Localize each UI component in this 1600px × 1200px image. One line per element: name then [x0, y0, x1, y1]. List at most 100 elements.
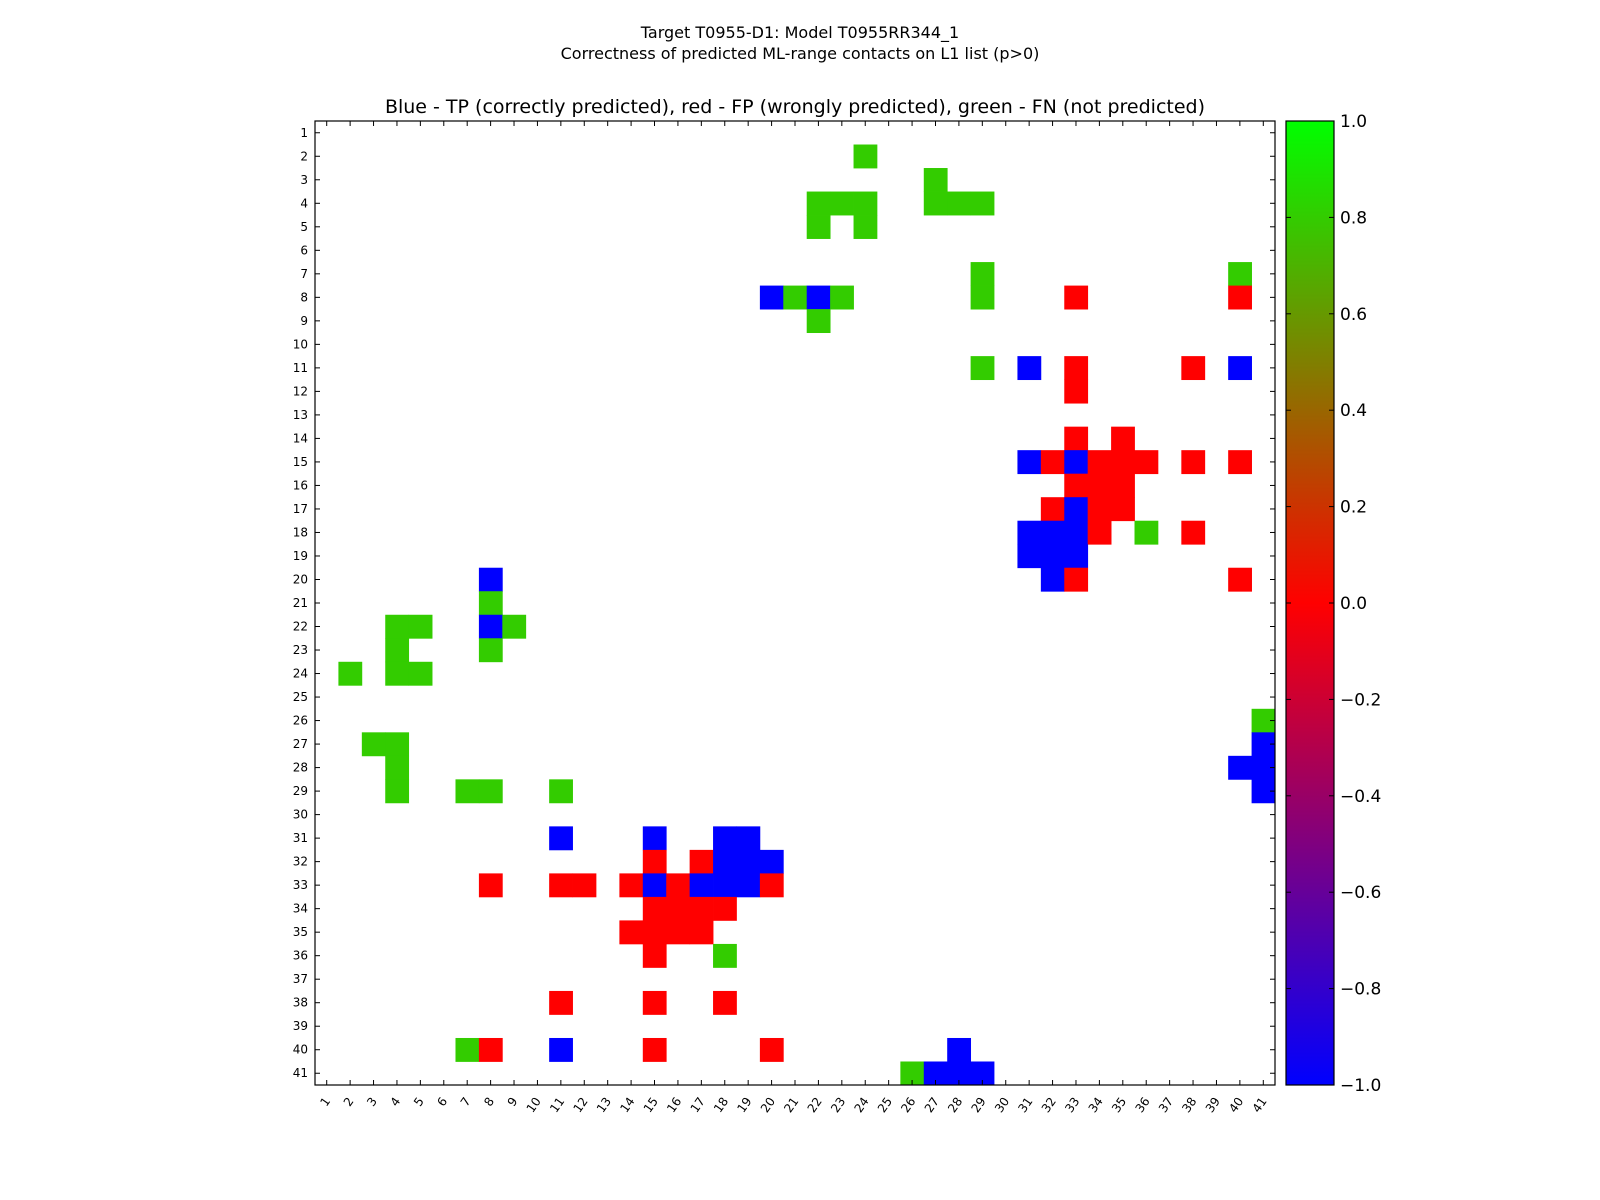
x-tick-label-9: 9: [505, 1095, 521, 1109]
heatmap-cell-r31-c11: [549, 826, 573, 851]
x-tick-label-11: 11: [547, 1095, 567, 1116]
heatmap-cell-r38-c15: [642, 990, 667, 1015]
x-tick-label-7: 7: [458, 1095, 474, 1109]
heatmap-cell-r8-c33: [1064, 285, 1089, 310]
y-tick-label-31: 31: [293, 831, 308, 845]
heatmap-cell-r40-c15: [642, 1037, 667, 1062]
heatmap-cell-r15-c33: [1064, 450, 1089, 475]
heatmap-cell-r29-c41: [1251, 779, 1276, 804]
x-tick-label-16: 16: [664, 1095, 684, 1116]
heatmap-cell-r26-c41: [1251, 708, 1276, 733]
y-tick-label-24: 24: [293, 667, 308, 681]
heatmap-cell-r19-c32: [1040, 544, 1065, 569]
heatmap-cell-r17-c32: [1040, 497, 1065, 522]
heatmap-cell-r24-c2: [338, 661, 363, 686]
heatmap-cell-r33-c11: [549, 873, 573, 898]
y-tick-label-5: 5: [300, 220, 308, 234]
x-tick-label-22: 22: [805, 1095, 825, 1116]
x-tick-label-13: 13: [594, 1095, 614, 1116]
heatmap-cell-r31-c19: [736, 826, 761, 851]
heatmap-cell-r35-c15: [642, 920, 667, 945]
x-tick-label-5: 5: [411, 1095, 427, 1109]
heatmap-cell-r4-c22: [806, 191, 831, 216]
heatmap-cell-r29-c11: [549, 779, 573, 804]
y-tick-label-17: 17: [293, 502, 308, 516]
heatmap-cell-r35-c17: [689, 920, 714, 945]
x-tick-label-17: 17: [688, 1095, 708, 1116]
heatmap-cell-r8-c40: [1228, 285, 1252, 310]
heatmap-cell-r4-c27: [923, 191, 948, 216]
heatmap-cell-r17-c35: [1111, 497, 1135, 522]
y-tick-label-33: 33: [293, 878, 308, 892]
y-tick-label-37: 37: [293, 972, 308, 986]
colorbar-ticks: 1.0 0.8 0.6 0.4 0.2 0.0 −0.2 −0.4 −0.6 −0.8 −1.0: [1286, 112, 1381, 1096]
y-tick-label-19: 19: [293, 549, 308, 563]
heatmap-cell-r41-c29: [970, 1061, 995, 1086]
heatmap-cell-r22-c8: [478, 614, 503, 639]
y-tick-label-9: 9: [300, 314, 308, 328]
heatmap-cell-r7-c40: [1228, 262, 1252, 286]
heatmap-cell-r4-c24: [853, 191, 878, 216]
heatmap-cell-r18-c33: [1064, 520, 1089, 545]
x-tick-label-14: 14: [617, 1095, 637, 1116]
heatmap-cell-r35-c16: [666, 920, 691, 945]
heatmap-cell-r38-c11: [549, 990, 573, 1015]
heatmap-cell-r29-c4: [385, 779, 410, 804]
y-tick-label-23: 23: [293, 643, 308, 657]
y-tick-label-14: 14: [293, 431, 308, 445]
heatmap-cell-r21-c8: [478, 591, 503, 616]
heatmap-cell-r24-c5: [408, 661, 433, 686]
y-tick-label-7: 7: [300, 267, 308, 281]
heatmap-cell-r11-c33: [1064, 356, 1089, 381]
heatmap-cell-r5-c22: [806, 215, 831, 239]
x-tick-label-41: 41: [1250, 1095, 1270, 1116]
heatmap-cell-r29-c7: [455, 779, 480, 804]
heatmap-cell-r34-c15: [642, 896, 667, 921]
heatmap-cell-r33-c8: [478, 873, 503, 898]
heatmap-cell-r15-c31: [1017, 450, 1042, 475]
x-tick-label-15: 15: [641, 1095, 661, 1116]
heatmap-cell-r33-c16: [666, 873, 691, 898]
heatmap-cell-r40-c11: [549, 1037, 573, 1062]
y-tick-label-11: 11: [293, 361, 308, 375]
heatmap-cell-r2-c24: [853, 144, 878, 169]
heatmap-cell-r17-c33: [1064, 497, 1089, 522]
heatmap-cell-r22-c4: [385, 614, 410, 639]
heatmap-cell-r16-c34: [1087, 473, 1112, 498]
heatmap-cell-r36-c18: [713, 943, 737, 968]
y-tick-label-29: 29: [293, 784, 308, 798]
heatmap-cell-r17-c34: [1087, 497, 1112, 522]
y-tick-label-39: 39: [293, 1019, 308, 1033]
colorbar-gradient-bar: [1286, 121, 1334, 1085]
y-tick-label-34: 34: [293, 902, 308, 916]
heatmap-cell-r14-c33: [1064, 426, 1089, 451]
heatmap-cell-r32-c19: [736, 849, 761, 874]
x-tick-label-10: 10: [524, 1095, 544, 1116]
y-tick-label-40: 40: [293, 1043, 308, 1057]
heatmap-cell-r15-c35: [1111, 450, 1135, 475]
heatmap-cell-r20-c32: [1040, 567, 1065, 592]
y-tick-label-16: 16: [293, 478, 308, 492]
y-tick-label-41: 41: [293, 1066, 308, 1080]
heatmap-cell-r4-c29: [970, 191, 995, 216]
heatmap-cell-r34-c16: [666, 896, 691, 921]
x-tick-label-23: 23: [828, 1095, 848, 1116]
colorbar-tick-label-1: 0.8: [1340, 208, 1367, 228]
colorbar-tick-label-0: 1.0: [1340, 112, 1367, 132]
y-tick-label-20: 20: [293, 572, 308, 586]
y-tick-label-35: 35: [293, 925, 308, 939]
heatmap-cell-r33-c17: [689, 873, 714, 898]
heatmap-cell-r32-c17: [689, 849, 714, 874]
x-tick-label-3: 3: [364, 1095, 380, 1109]
colorbar-tick-label-3: 0.4: [1340, 401, 1367, 421]
heatmap-cell-r20-c33: [1064, 567, 1089, 592]
x-tick-label-40: 40: [1226, 1095, 1246, 1116]
heatmap-cell-r35-c14: [619, 920, 644, 945]
heatmap-cell-r33-c12: [572, 873, 597, 898]
heatmap-cells: [338, 144, 1276, 1086]
heatmap-cell-r38-c18: [713, 990, 737, 1015]
heatmap-cell-r23-c8: [478, 638, 503, 663]
x-tick-label-6: 6: [434, 1095, 450, 1109]
heatmap-cell-r41-c26: [900, 1061, 925, 1086]
